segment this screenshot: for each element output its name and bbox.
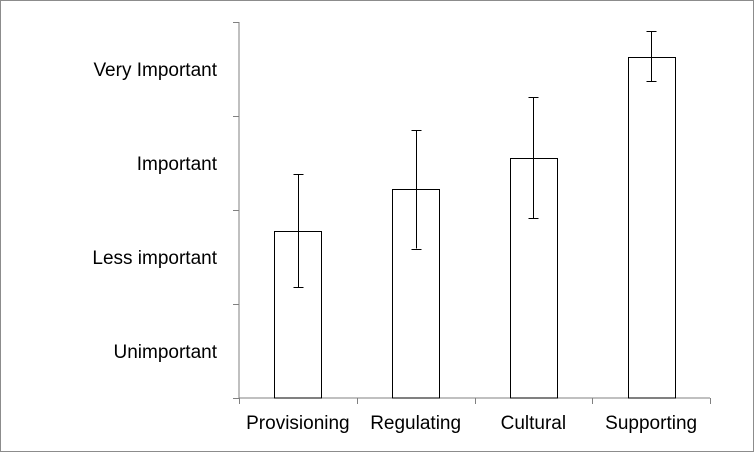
y-label-very-important: Very Important (93, 60, 217, 81)
chart-bars (274, 57, 676, 399)
x-label-cultural: Cultural (501, 413, 566, 434)
x-label-supporting: Supporting (605, 413, 697, 434)
bar-supporting (628, 57, 676, 399)
y-label-important: Important (137, 154, 218, 175)
x-label-provisioning: Provisioning (246, 413, 350, 434)
y-label-unimportant: Unimportant (114, 342, 218, 363)
y-axis-labels: Unimportant Less important Important Very I… (92, 60, 217, 363)
x-label-regulating: Regulating (370, 413, 461, 434)
y-label-less-important: Less important (92, 248, 217, 269)
chart-error-bars (293, 31, 657, 288)
x-axis-labels: Provisioning Regulating Cultural Supporting (246, 413, 697, 434)
